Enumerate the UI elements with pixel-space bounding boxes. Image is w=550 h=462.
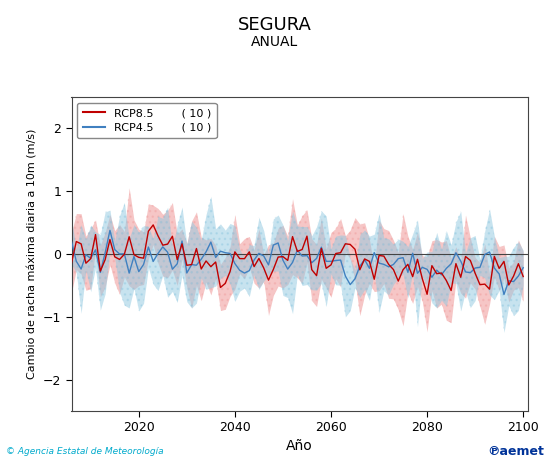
Text: SEGURA: SEGURA [238, 16, 312, 34]
Text: ℗aemet: ℗aemet [488, 445, 544, 458]
Text: © Agencia Estatal de Meteorología: © Agencia Estatal de Meteorología [6, 448, 163, 456]
Legend: RCP8.5        ( 10 ), RCP4.5        ( 10 ): RCP8.5 ( 10 ), RCP4.5 ( 10 ) [77, 103, 217, 138]
Y-axis label: Cambio de racha máxima diaria a 10m (m/s): Cambio de racha máxima diaria a 10m (m/s… [27, 129, 37, 379]
X-axis label: Año: Año [287, 439, 313, 454]
Text: ANUAL: ANUAL [251, 35, 299, 49]
